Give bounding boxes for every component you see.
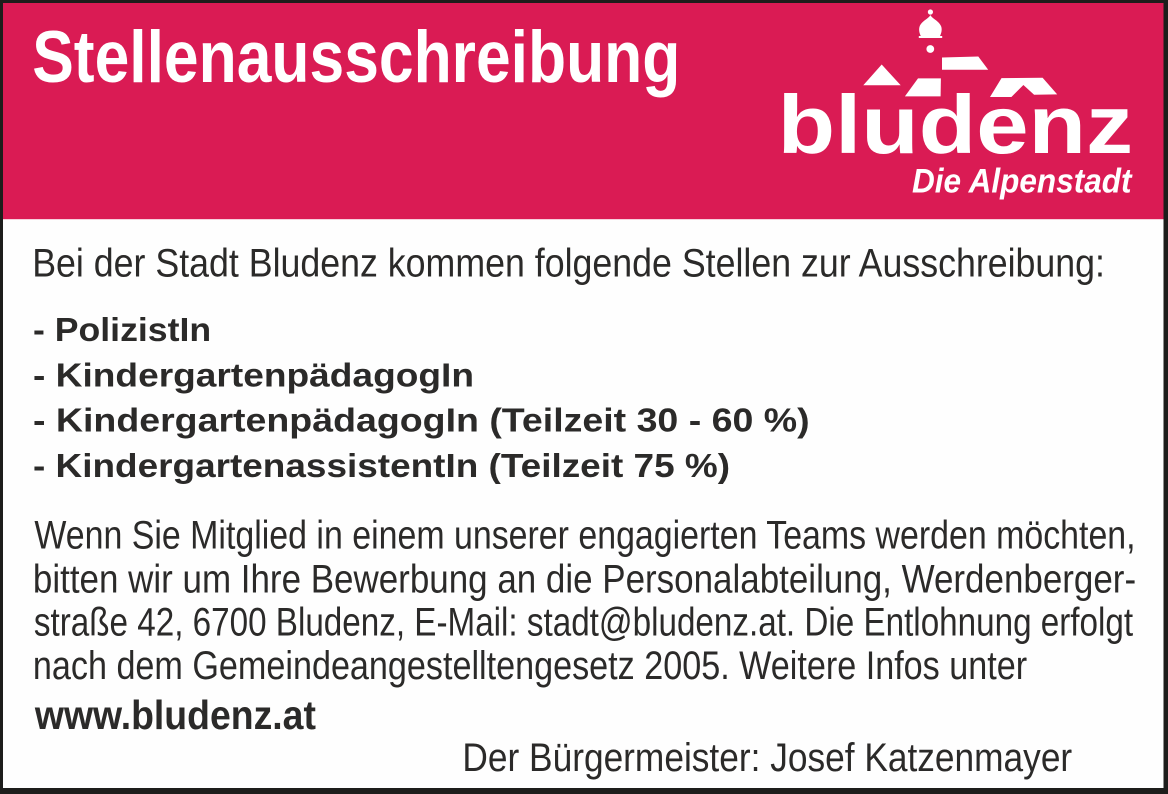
svg-text:Stellenausschreibung: Stellenausschreibung bbox=[32, 17, 680, 98]
svg-text:straße 42, 6700 Bludenz, E-Mai: straße 42, 6700 Bludenz, E-Mail: stadt@b… bbox=[34, 600, 1133, 644]
svg-text:- PolizistIn: - PolizistIn bbox=[33, 311, 211, 348]
svg-text:- KindergartenpädagogIn (Teilz: - KindergartenpädagogIn (Teilzeit 30 - 6… bbox=[33, 402, 810, 439]
svg-text:- KindergartenpädagogIn: - KindergartenpädagogIn bbox=[33, 356, 474, 393]
svg-text:nach dem Gemeindeangestellteng: nach dem Gemeindeangestelltengesetz 2005… bbox=[33, 644, 1027, 688]
svg-text:bitten wir um Ihre Bewerbung a: bitten wir um Ihre Bewerbung an die Pers… bbox=[33, 557, 1136, 601]
svg-text:Der Bürgermeister: Josef Katze: Der Bürgermeister: Josef Katzenmayer bbox=[462, 736, 1072, 780]
svg-text:Bei der Stadt Bludenz kommen f: Bei der Stadt Bludenz kommen folgende St… bbox=[32, 242, 1105, 286]
svg-text:- KindergartenassistentIn (Tei: - KindergartenassistentIn (Teilzeit 75 %… bbox=[33, 447, 730, 484]
svg-text:Die Alpenstadt: Die Alpenstadt bbox=[912, 162, 1133, 200]
svg-text:Wenn Sie Mitglied in einem uns: Wenn Sie Mitglied in einem unserer engag… bbox=[34, 514, 1135, 558]
svg-text:bludenz: bludenz bbox=[778, 78, 1134, 171]
svg-text:www.bludenz.at: www.bludenz.at bbox=[34, 692, 316, 738]
